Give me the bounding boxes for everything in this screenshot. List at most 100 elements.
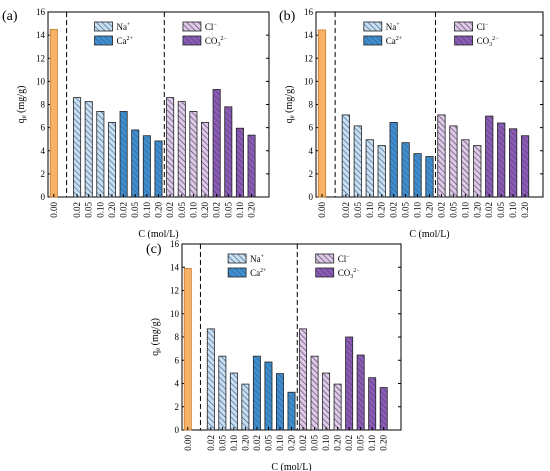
- y-tick-label: 16: [36, 7, 46, 17]
- y-axis-title: qe (mg/g): [16, 86, 28, 124]
- x-tick-label: 0.02: [484, 202, 494, 218]
- bar-hatch: [119, 111, 128, 198]
- x-tick-label: 0.20: [377, 202, 387, 218]
- bar-hatch: [413, 153, 422, 198]
- y-tick-label: 10: [36, 76, 46, 86]
- bar-hatch: [84, 101, 93, 198]
- x-tick-label: 0.10: [95, 202, 105, 218]
- x-tick-label: 0.10: [235, 202, 245, 218]
- y-axis-title: qe (mg/g): [150, 318, 162, 356]
- bar-hatch: [322, 372, 331, 431]
- y-tick-label: 0: [41, 192, 46, 202]
- y-tick-label: 16: [170, 239, 180, 249]
- y-tick-label: 6: [309, 123, 314, 133]
- legend-swatch-hatch: [94, 35, 113, 46]
- legend-label-co3: CO32−: [338, 268, 361, 280]
- legend-swatch-hatch: [454, 21, 473, 32]
- legend-label-na: Na+: [386, 22, 401, 32]
- bar-hatch: [365, 139, 374, 198]
- x-tick-label: 0.20: [520, 202, 530, 218]
- x-tick-label: 0.10: [460, 202, 470, 218]
- bar-hatch: [509, 128, 518, 198]
- x-tick-label: 0.00: [317, 202, 327, 218]
- x-tick-label: 0.20: [287, 435, 297, 451]
- bar-hatch: [73, 97, 82, 198]
- bar-hatch: [224, 106, 233, 198]
- legend-label-cl: Cl−: [205, 22, 218, 32]
- legend-label-ca: Ca2+: [386, 36, 403, 46]
- y-tick-label: 14: [170, 262, 180, 272]
- bar-control: [317, 29, 327, 198]
- legend-swatch-hatch: [363, 21, 383, 32]
- y-tick-label: 4: [175, 379, 180, 389]
- bar-hatch: [154, 140, 163, 198]
- legend-swatch-hatch: [182, 35, 202, 46]
- bar-hatch: [201, 122, 210, 198]
- y-tick-label: 14: [36, 30, 46, 40]
- y-tick-label: 6: [41, 123, 46, 133]
- x-tick-label: 0.02: [119, 202, 129, 218]
- y-tick-label: 0: [309, 192, 314, 202]
- x-tick-label: 0.20: [200, 202, 210, 218]
- legend-label-na: Na+: [250, 254, 265, 264]
- x-tick-label: 0.02: [206, 435, 216, 451]
- bar-hatch: [485, 115, 494, 198]
- bar-hatch: [235, 127, 244, 198]
- x-tick-label: 0.10: [275, 435, 285, 451]
- x-tick-label: 0.02: [212, 202, 222, 218]
- panel-label: (b): [279, 9, 296, 24]
- y-tick-label: 2: [175, 402, 180, 412]
- legend-label-cl: Cl−: [477, 22, 490, 32]
- legend-label-na: Na+: [117, 22, 131, 32]
- y-tick-label: 16: [304, 7, 314, 17]
- y-tick-label: 6: [175, 355, 180, 365]
- x-tick-label: 0.10: [367, 435, 377, 451]
- y-axis-title: qe (mg/g): [284, 86, 296, 124]
- bar-hatch: [401, 142, 410, 198]
- legend-swatch-hatch: [315, 267, 335, 278]
- legend-swatch-hatch: [227, 253, 247, 264]
- legend-label-cl: Cl−: [338, 254, 351, 264]
- bar-hatch: [264, 361, 273, 431]
- x-axis-title: C (mol/L): [409, 229, 449, 240]
- bar-hatch: [276, 373, 284, 431]
- y-tick-label: 8: [309, 100, 314, 110]
- x-tick-label: 0.00: [49, 202, 59, 218]
- x-tick-label: 0.20: [247, 201, 257, 217]
- y-tick-label: 12: [304, 53, 313, 63]
- legend-swatch-hatch: [454, 35, 473, 46]
- x-tick-label: 0.10: [413, 202, 423, 218]
- bar-hatch: [96, 111, 105, 198]
- bar-hatch: [177, 101, 186, 198]
- bar-hatch: [473, 145, 482, 198]
- x-tick-label: 0.05: [263, 435, 273, 451]
- x-tick-label: 0.05: [177, 202, 187, 218]
- bar-hatch: [247, 134, 256, 198]
- y-tick-label: 10: [170, 309, 180, 319]
- bar-hatch: [107, 122, 116, 198]
- x-tick-label: 0.02: [252, 435, 262, 451]
- x-tick-label: 0.02: [436, 202, 446, 218]
- bar-hatch: [425, 156, 434, 198]
- bar-hatch: [449, 125, 458, 198]
- bar-control: [49, 28, 58, 198]
- legend-label-ca: Ca2+: [250, 268, 267, 278]
- x-tick-label: 0.00: [183, 435, 193, 451]
- legend-swatch-hatch: [94, 21, 113, 32]
- x-tick-label: 0.20: [472, 202, 482, 218]
- legend-label-co3: CO32−: [205, 36, 228, 48]
- y-tick-label: 4: [41, 146, 46, 156]
- y-tick-label: 8: [41, 100, 46, 110]
- x-tick-label: 0.20: [333, 435, 343, 451]
- bar-hatch: [189, 111, 198, 198]
- y-tick-label: 12: [170, 286, 179, 296]
- x-tick-label: 0.05: [356, 435, 366, 451]
- x-tick-label: 0.05: [84, 202, 94, 218]
- x-axis-title: C (mol/L): [138, 229, 178, 240]
- x-tick-label: 0.05: [353, 202, 363, 218]
- legend-label-ca: Ca2+: [117, 36, 134, 46]
- x-tick-label: 0.02: [389, 202, 399, 218]
- bar-hatch: [229, 372, 238, 431]
